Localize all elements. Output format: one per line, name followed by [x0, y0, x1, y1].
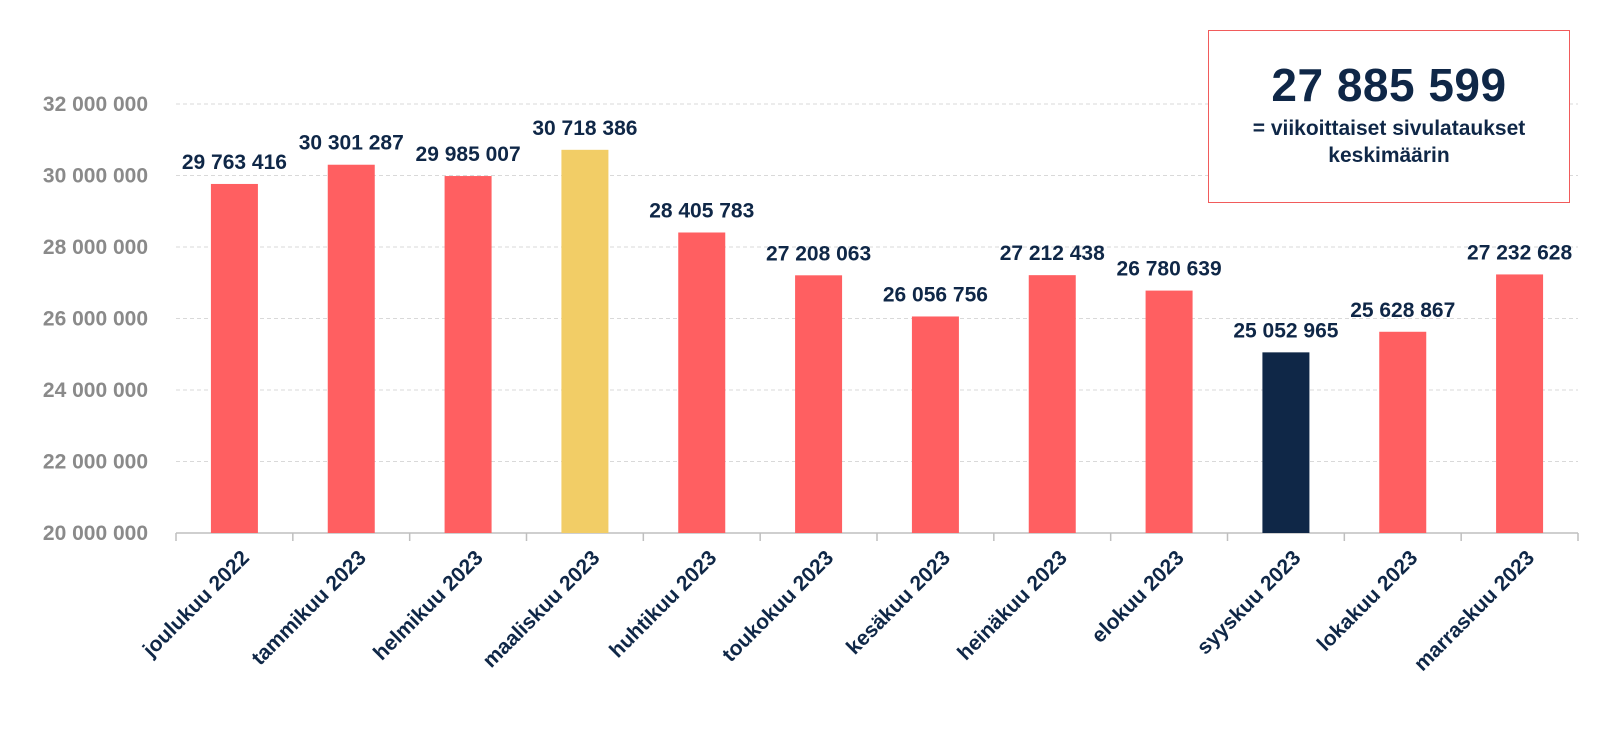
bar [327, 164, 375, 533]
bar [911, 316, 959, 533]
x-tick-label: heinäkuu 2023 [953, 546, 1072, 665]
x-tick-label: joulukuu 2022 [138, 546, 254, 662]
data-label: 30 301 287 [299, 132, 404, 155]
data-label: 29 985 007 [416, 143, 521, 166]
bar [444, 176, 492, 533]
x-tick-label: kesäkuu 2023 [842, 546, 955, 659]
y-tick-label: 32 000 000 [43, 93, 148, 116]
bar [561, 149, 609, 534]
data-label: 30 718 386 [532, 117, 637, 140]
bar [678, 232, 726, 533]
data-label: 28 405 783 [649, 199, 754, 222]
x-tick-label: helmikuu 2023 [369, 546, 488, 665]
average-caption: = viikoittaiset sivulataukset keskimääri… [1252, 117, 1526, 167]
bar [1379, 331, 1427, 533]
x-tick-label: toukokuu 2023 [718, 546, 838, 666]
bar [1145, 290, 1193, 533]
y-tick-label: 28 000 000 [43, 236, 148, 259]
y-tick-label: 26 000 000 [43, 308, 148, 331]
x-tick-label: huhtikuu 2023 [605, 546, 721, 662]
y-tick-label: 20 000 000 [43, 522, 148, 545]
y-tick-label: 22 000 000 [43, 451, 148, 474]
data-label: 25 052 965 [1233, 319, 1338, 342]
x-tick-label: maaliskuu 2023 [478, 546, 604, 672]
bar [210, 183, 258, 533]
data-label: 27 208 063 [766, 242, 871, 265]
y-tick-label: 30 000 000 [43, 165, 148, 188]
x-tick-label: elokuu 2023 [1087, 546, 1188, 647]
average-value: 27 885 599 [1271, 59, 1507, 111]
x-tick-label: marraskuu 2023 [1410, 546, 1539, 675]
data-label: 25 628 867 [1350, 299, 1455, 322]
bar [1496, 274, 1544, 533]
data-label: 27 212 438 [1000, 242, 1105, 265]
x-tick-label: syyskuu 2023 [1193, 546, 1306, 659]
bar [795, 275, 843, 533]
y-tick-label: 24 000 000 [43, 379, 148, 402]
data-label: 29 763 416 [182, 151, 287, 174]
x-tick-label: tammikuu 2023 [247, 546, 371, 670]
x-tick-label: lokakuu 2023 [1313, 546, 1423, 656]
data-label: 27 232 628 [1467, 241, 1572, 264]
bar [1262, 352, 1310, 533]
data-label: 26 780 639 [1117, 258, 1222, 281]
data-label: 26 056 756 [883, 283, 988, 306]
average-callout-box: 27 885 599 = viikoittaiset sivulataukset… [1208, 30, 1570, 203]
bar [1028, 275, 1076, 533]
